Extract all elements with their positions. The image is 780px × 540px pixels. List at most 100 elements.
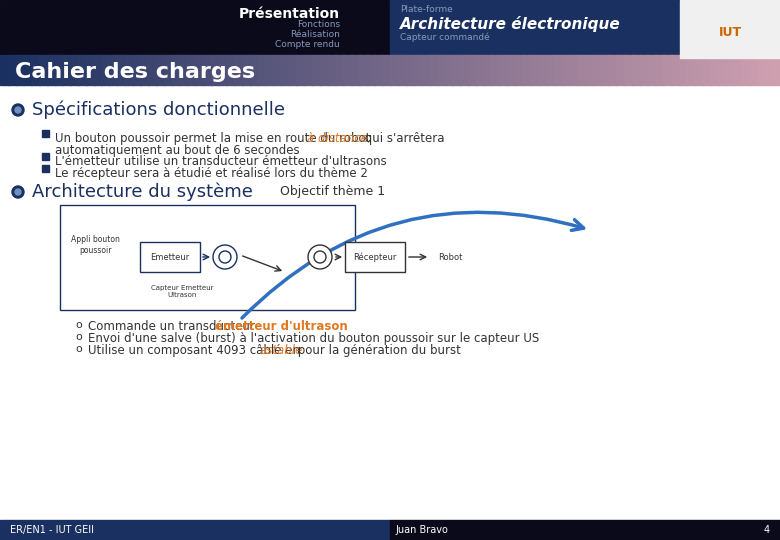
Bar <box>62 55 71 85</box>
Bar <box>429 55 438 85</box>
Bar <box>476 55 484 85</box>
Bar <box>390 55 399 85</box>
Bar <box>140 55 149 85</box>
Bar <box>156 55 165 85</box>
Bar <box>374 55 383 85</box>
Text: Spécifications donctionnelle: Spécifications donctionnelle <box>32 101 285 119</box>
Bar <box>335 55 344 85</box>
Bar <box>601 55 609 85</box>
Bar <box>289 55 297 85</box>
Bar <box>281 55 289 85</box>
Bar <box>42 165 49 172</box>
Bar <box>55 55 63 85</box>
Text: Capteur Emetteur
Ultrason: Capteur Emetteur Ultrason <box>151 285 213 298</box>
Bar <box>437 55 445 85</box>
FancyArrowPatch shape <box>242 212 583 318</box>
Bar <box>211 55 219 85</box>
Bar <box>343 55 352 85</box>
Text: IUT: IUT <box>718 25 742 38</box>
Bar <box>421 55 430 85</box>
Bar <box>195 55 204 85</box>
Text: Fonctions: Fonctions <box>297 20 340 29</box>
Bar <box>265 55 274 85</box>
Bar <box>608 55 617 85</box>
Bar <box>0 85 780 485</box>
Bar <box>257 55 266 85</box>
Bar <box>484 55 492 85</box>
Text: Emetteur: Emetteur <box>151 253 190 261</box>
Bar <box>382 55 391 85</box>
Bar <box>0 55 9 85</box>
Bar <box>562 55 570 85</box>
Circle shape <box>213 245 237 269</box>
Bar <box>718 55 726 85</box>
Bar <box>445 55 453 85</box>
Bar <box>741 55 750 85</box>
Text: émetteur d'ultrason: émetteur d'ultrason <box>215 320 348 333</box>
Text: Le récepteur sera à étudié et réalisé lors du thème 2: Le récepteur sera à étudié et réalisé lo… <box>55 167 368 180</box>
Bar <box>632 55 640 85</box>
Bar <box>452 55 461 85</box>
Text: automatiquement au bout de 6 secondes: automatiquement au bout de 6 secondes <box>55 144 300 157</box>
Bar <box>125 55 133 85</box>
Text: Objectif thème 1: Objectif thème 1 <box>280 186 385 199</box>
Bar <box>140 242 200 272</box>
Bar <box>554 55 562 85</box>
Text: astable: astable <box>260 344 303 357</box>
Bar <box>242 55 250 85</box>
Bar <box>8 55 16 85</box>
Bar <box>218 55 227 85</box>
Bar <box>640 55 648 85</box>
Circle shape <box>12 186 24 198</box>
Text: Appli bouton
poussoir: Appli bouton poussoir <box>70 235 119 255</box>
Circle shape <box>308 245 332 269</box>
Bar <box>491 55 500 85</box>
Bar <box>109 55 118 85</box>
Text: Compte rendu: Compte rendu <box>275 40 340 49</box>
Bar <box>172 55 180 85</box>
Bar <box>250 55 258 85</box>
Circle shape <box>15 189 21 195</box>
Bar <box>70 55 79 85</box>
Bar <box>772 55 780 85</box>
Bar <box>234 55 243 85</box>
Bar <box>320 55 328 85</box>
Bar <box>390 0 780 58</box>
Bar <box>390 520 780 540</box>
Bar <box>296 55 305 85</box>
Bar <box>523 55 531 85</box>
Bar <box>733 55 742 85</box>
Bar <box>577 55 586 85</box>
Bar <box>351 55 360 85</box>
Bar <box>345 242 405 272</box>
Text: Architecture électronique: Architecture électronique <box>400 16 621 32</box>
Bar <box>86 55 94 85</box>
Text: Cahier des charges: Cahier des charges <box>15 62 255 82</box>
Bar <box>94 55 102 85</box>
Bar <box>47 55 55 85</box>
Bar <box>101 55 110 85</box>
Text: pour la génération du burst: pour la génération du burst <box>294 344 461 357</box>
Bar <box>359 55 367 85</box>
Bar <box>60 205 355 310</box>
Bar <box>655 55 664 85</box>
Bar <box>328 55 336 85</box>
Text: 4: 4 <box>764 525 770 535</box>
Text: Robot: Robot <box>438 253 463 261</box>
Bar <box>312 55 321 85</box>
Bar <box>468 55 477 85</box>
Circle shape <box>314 251 326 263</box>
Circle shape <box>15 107 21 113</box>
Bar <box>624 55 633 85</box>
Text: Réalisation: Réalisation <box>290 30 340 39</box>
Bar <box>546 55 555 85</box>
Bar <box>0 520 390 540</box>
Text: ER/EN1 - IUT GEII: ER/EN1 - IUT GEII <box>10 525 94 535</box>
Bar <box>593 55 601 85</box>
Bar <box>367 55 375 85</box>
Bar <box>133 55 141 85</box>
Bar <box>671 55 679 85</box>
Text: à distance,: à distance, <box>307 132 372 145</box>
Bar <box>702 55 711 85</box>
Bar <box>680 0 780 58</box>
